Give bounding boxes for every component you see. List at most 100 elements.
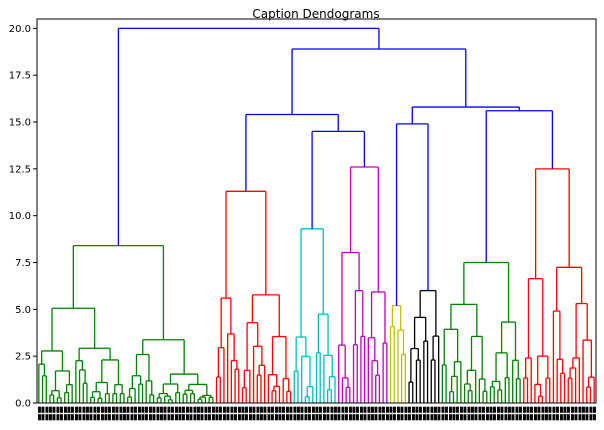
leaf-label: ▬▬ <box>349 406 358 421</box>
leaf-label: ▬▬ <box>268 406 277 421</box>
leaf-label: ▬▬ <box>316 406 325 421</box>
leaf-label: ▬▬ <box>271 406 280 421</box>
leaf-label: ▬▬ <box>456 406 465 421</box>
leaf-label: ▬▬ <box>590 406 599 421</box>
leaf-label: ▬▬ <box>34 406 43 421</box>
leaf-label: ▬▬ <box>423 406 432 421</box>
leaf-label: ▬▬ <box>530 406 539 421</box>
leaf-label: ▬▬ <box>264 406 273 421</box>
leaf-label: ▬▬ <box>123 406 132 421</box>
leaf-label: ▬▬ <box>286 406 295 421</box>
leaf-label: ▬▬ <box>579 406 588 421</box>
y-tick-label: 17.5 <box>9 71 31 82</box>
leaf-label: ▬▬ <box>223 406 232 421</box>
leaf-label: ▬▬ <box>164 406 173 421</box>
leaf-label: ▬▬ <box>90 406 99 421</box>
leaf-label: ▬▬ <box>175 406 184 421</box>
leaf-label: ▬▬ <box>353 406 362 421</box>
leaf-label: ▬▬ <box>408 406 417 421</box>
leaf-label: ▬▬ <box>294 406 303 421</box>
leaf-label: ▬▬ <box>242 406 251 421</box>
leaf-label: ▬▬ <box>308 406 317 421</box>
leaf-label: ▬▬ <box>112 406 121 421</box>
leaf-label: ▬▬ <box>542 406 551 421</box>
leaf-label: ▬▬ <box>427 406 436 421</box>
leaf-label: ▬▬ <box>79 406 88 421</box>
leaf-label: ▬▬ <box>327 406 336 421</box>
leaf-label: ▬▬ <box>138 406 147 421</box>
leaf-label: ▬▬ <box>94 406 103 421</box>
leaf-label: ▬▬ <box>368 406 377 421</box>
y-tick-label: 15.0 <box>9 118 31 129</box>
leaf-label: ▬▬ <box>86 406 95 421</box>
leaf-label: ▬▬ <box>120 406 129 421</box>
leaf-label: ▬▬ <box>434 406 443 421</box>
leaf-label: ▬▬ <box>512 406 521 421</box>
leaf-label: ▬▬ <box>227 406 236 421</box>
leaf-label: ▬▬ <box>331 406 340 421</box>
leaf-label: ▬▬ <box>356 406 365 421</box>
leaf-label: ▬▬ <box>449 406 458 421</box>
leaf-label: ▬▬ <box>134 406 143 421</box>
leaf-label: ▬▬ <box>149 406 158 421</box>
leaf-label: ▬▬ <box>556 406 565 421</box>
leaf-label: ▬▬ <box>401 406 410 421</box>
leaf-label: ▬▬ <box>538 406 547 421</box>
leaf-label: ▬▬ <box>231 406 240 421</box>
leaf-label: ▬▬ <box>516 406 525 421</box>
leaf-label: ▬▬ <box>97 406 106 421</box>
y-tick-label: 0.0 <box>15 399 31 410</box>
leaf-label: ▬▬ <box>249 406 258 421</box>
leaf-label: ▬▬ <box>390 406 399 421</box>
leaf-label: ▬▬ <box>305 406 314 421</box>
leaf-label: ▬▬ <box>338 406 347 421</box>
y-tick-label: 2.5 <box>15 352 31 363</box>
leaf-label: ▬▬ <box>186 406 195 421</box>
leaf-label: ▬▬ <box>549 406 558 421</box>
leaf-label: ▬▬ <box>575 406 584 421</box>
leaf-label: ▬▬ <box>505 406 514 421</box>
leaf-label: ▬▬ <box>345 406 354 421</box>
leaf-label: ▬▬ <box>238 406 247 421</box>
leaf-label: ▬▬ <box>108 406 117 421</box>
leaf-label: ▬▬ <box>279 406 288 421</box>
leaf-label: ▬▬ <box>464 406 473 421</box>
leaf-label: ▬▬ <box>438 406 447 421</box>
leaf-label: ▬▬ <box>105 406 114 421</box>
leaf-label: ▬▬ <box>57 406 66 421</box>
leaf-label: ▬▬ <box>386 406 395 421</box>
leaf-label: ▬▬ <box>301 406 310 421</box>
leaf-label: ▬▬ <box>442 406 451 421</box>
leaf-label: ▬▬ <box>190 406 199 421</box>
leaf-label: ▬▬ <box>497 406 506 421</box>
leaf-label: ▬▬ <box>371 406 380 421</box>
leaf-label: ▬▬ <box>168 406 177 421</box>
leaf-label: ▬▬ <box>545 406 554 421</box>
leaf-label: ▬▬ <box>527 406 536 421</box>
leaf-label: ▬▬ <box>245 406 254 421</box>
leaf-label: ▬▬ <box>397 406 406 421</box>
y-tick-label: 10.0 <box>9 211 31 222</box>
leaf-label: ▬▬ <box>482 406 491 421</box>
leaf-label: ▬▬ <box>49 406 58 421</box>
axes: 0.0 2.5 5.0 7.5 10.0 12.5 15.0 17.5 20.0 <box>9 24 37 410</box>
leaf-label: ▬▬ <box>393 406 402 421</box>
leaf-label: ▬▬ <box>445 406 454 421</box>
leaf-label: ▬▬ <box>46 406 55 421</box>
leaf-label: ▬▬ <box>471 406 480 421</box>
leaf-label: ▬▬ <box>571 406 580 421</box>
leaf-label: ▬▬ <box>157 406 166 421</box>
leaf-label: ▬▬ <box>431 406 440 421</box>
leaf-label: ▬▬ <box>201 406 210 421</box>
y-tick-label: 7.5 <box>15 258 31 269</box>
leaf-label: ▬▬ <box>501 406 510 421</box>
leaf-label: ▬▬ <box>519 406 528 421</box>
leaf-label: ▬▬ <box>297 406 306 421</box>
leaf-label: ▬▬ <box>490 406 499 421</box>
leaf-label: ▬▬ <box>145 406 154 421</box>
leaf-label: ▬▬ <box>131 406 140 421</box>
leaf-label: ▬▬ <box>197 406 206 421</box>
leaf-label: ▬▬ <box>412 406 421 421</box>
leaf-label: ▬▬ <box>75 406 84 421</box>
